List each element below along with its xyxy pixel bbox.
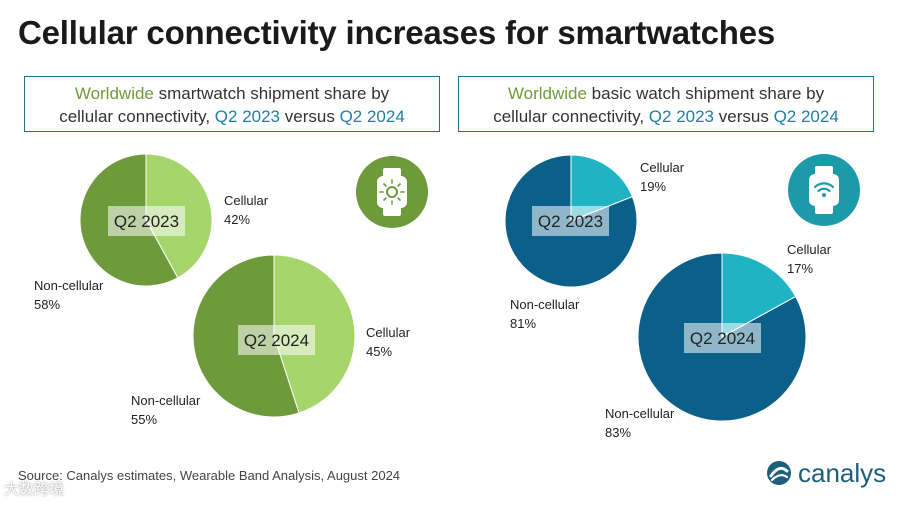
basic-watch-period-label: Q2 2023	[538, 212, 603, 231]
subtitle-middle: basic watch shipment share by	[586, 84, 825, 103]
smartwatch-period-label-box	[238, 325, 315, 355]
smartwatch-subtitle-line2: cellular connectivity, Q2 2023 versus Q2…	[25, 105, 439, 128]
smartwatch-subtitle-box: Worldwide smartwatch shipment share by c…	[24, 76, 440, 132]
watermark: 大数跨境	[4, 481, 65, 498]
basic-watch-subtitle-box: Worldwide basic watch shipment share by …	[458, 76, 874, 132]
basic-watch-noncellular-category-label: Non-cellular	[510, 297, 580, 312]
basic-watch-noncellular-category-label: Non-cellular	[605, 406, 675, 421]
subtitle-line2-start: cellular connectivity,	[59, 107, 215, 126]
basic-watch-q2-2023-cellular-slice	[570, 154, 634, 222]
subtitle-prefix: Worldwide	[74, 84, 154, 103]
basic-watch-cellular-value-label: 17%	[787, 261, 813, 276]
smartwatch-period-label: Q2 2024	[244, 331, 309, 350]
subtitle-period-b: Q2 2024	[339, 107, 405, 126]
canalys-logo-icon	[767, 461, 791, 485]
basic-watch-period-label-box	[532, 206, 609, 236]
basic-watch-wifi-icon	[788, 154, 860, 226]
basic-watch-subtitle-line2: cellular connectivity, Q2 2023 versus Q2…	[459, 105, 873, 128]
basic-watch-cellular-category-label: Cellular	[787, 242, 832, 257]
canalys-logo: canalys	[766, 456, 886, 490]
smartwatch-noncellular-value-label: 55%	[131, 412, 157, 427]
smartwatch-period-label-box	[108, 206, 185, 236]
smartwatch-period-label: Q2 2023	[114, 212, 179, 231]
basic-watch-cellular-category-label: Cellular	[640, 160, 685, 175]
subtitle-prefix: Worldwide	[507, 84, 587, 103]
smartwatch-cellular-value-label: 45%	[366, 344, 392, 359]
smartwatch-cellular-category-label: Cellular	[366, 325, 411, 340]
smartwatch-cellular-value-label: 42%	[224, 212, 250, 227]
subtitle-middle: smartwatch shipment share by	[153, 84, 390, 103]
smartwatch-cellular-category-label: Cellular	[224, 193, 269, 208]
basic-watch-q2-2024-cellular-slice	[721, 252, 797, 338]
smartwatch-icon	[356, 156, 428, 228]
subtitle-period-b: Q2 2024	[773, 107, 839, 126]
basic-watch-cellular-value-label: 19%	[640, 179, 666, 194]
subtitle-versus: versus	[714, 107, 774, 126]
basic-watch-period-label: Q2 2024	[690, 329, 755, 348]
smartwatch-subtitle-line1: Worldwide smartwatch shipment share by	[25, 82, 439, 105]
source-note: Source: Canalys estimates, Wearable Band…	[18, 468, 401, 483]
smartwatch-noncellular-value-label: 58%	[34, 297, 60, 312]
basic-watch-period-label-box	[684, 323, 761, 353]
basic-watch-subtitle-line1: Worldwide basic watch shipment share by	[459, 82, 873, 105]
basic-watch-noncellular-value-label: 81%	[510, 316, 536, 331]
smartwatch-noncellular-category-label: Non-cellular	[131, 393, 201, 408]
subtitle-versus: versus	[280, 107, 340, 126]
canalys-logo-text: canalys	[798, 457, 887, 488]
subtitle-period-a: Q2 2023	[214, 107, 281, 126]
basic-watch-noncellular-value-label: 83%	[605, 425, 631, 440]
subtitle-period-a: Q2 2023	[648, 107, 715, 126]
subtitle-line2-start: cellular connectivity,	[493, 107, 649, 126]
chart-title: Cellular connectivity increases for smar…	[18, 14, 776, 51]
smartwatch-noncellular-category-label: Non-cellular	[34, 278, 104, 293]
